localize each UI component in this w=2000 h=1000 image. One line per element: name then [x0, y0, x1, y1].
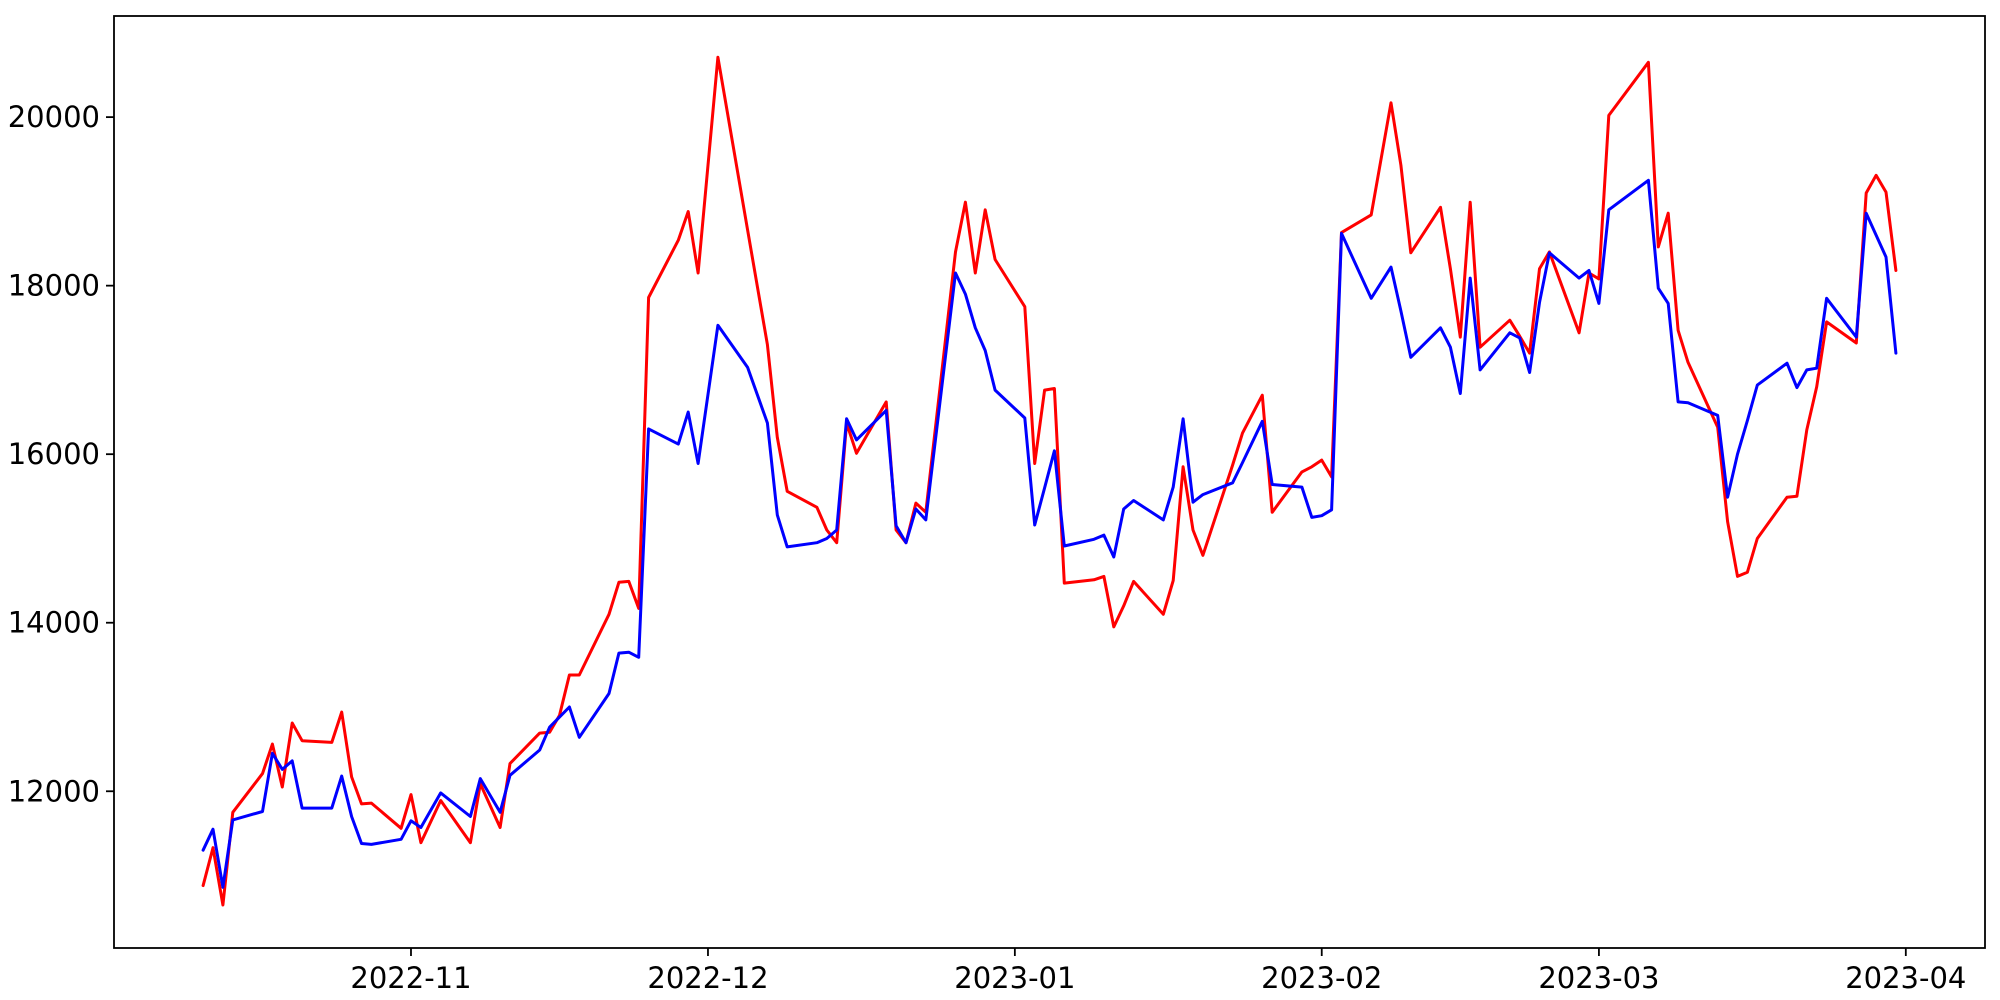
x-tick-label: 2022-12 — [647, 961, 768, 995]
x-tick-label: 2023-03 — [1538, 961, 1659, 995]
y-tick-label: 20000 — [8, 100, 100, 134]
x-tick-label: 2023-02 — [1261, 961, 1382, 995]
y-tick-label: 12000 — [8, 774, 100, 808]
x-tick-label: 2023-04 — [1845, 961, 1966, 995]
blue-series-line — [201, 178, 1898, 889]
y-tick-label: 18000 — [8, 269, 100, 303]
x-tick-label: 2023-01 — [954, 961, 1075, 995]
plot-box — [113, 15, 1986, 949]
x-tick-label: 2022-11 — [350, 961, 471, 995]
y-tick-label: 16000 — [8, 437, 100, 471]
red-series-line — [201, 55, 1898, 907]
y-tick-label: 14000 — [8, 606, 100, 640]
